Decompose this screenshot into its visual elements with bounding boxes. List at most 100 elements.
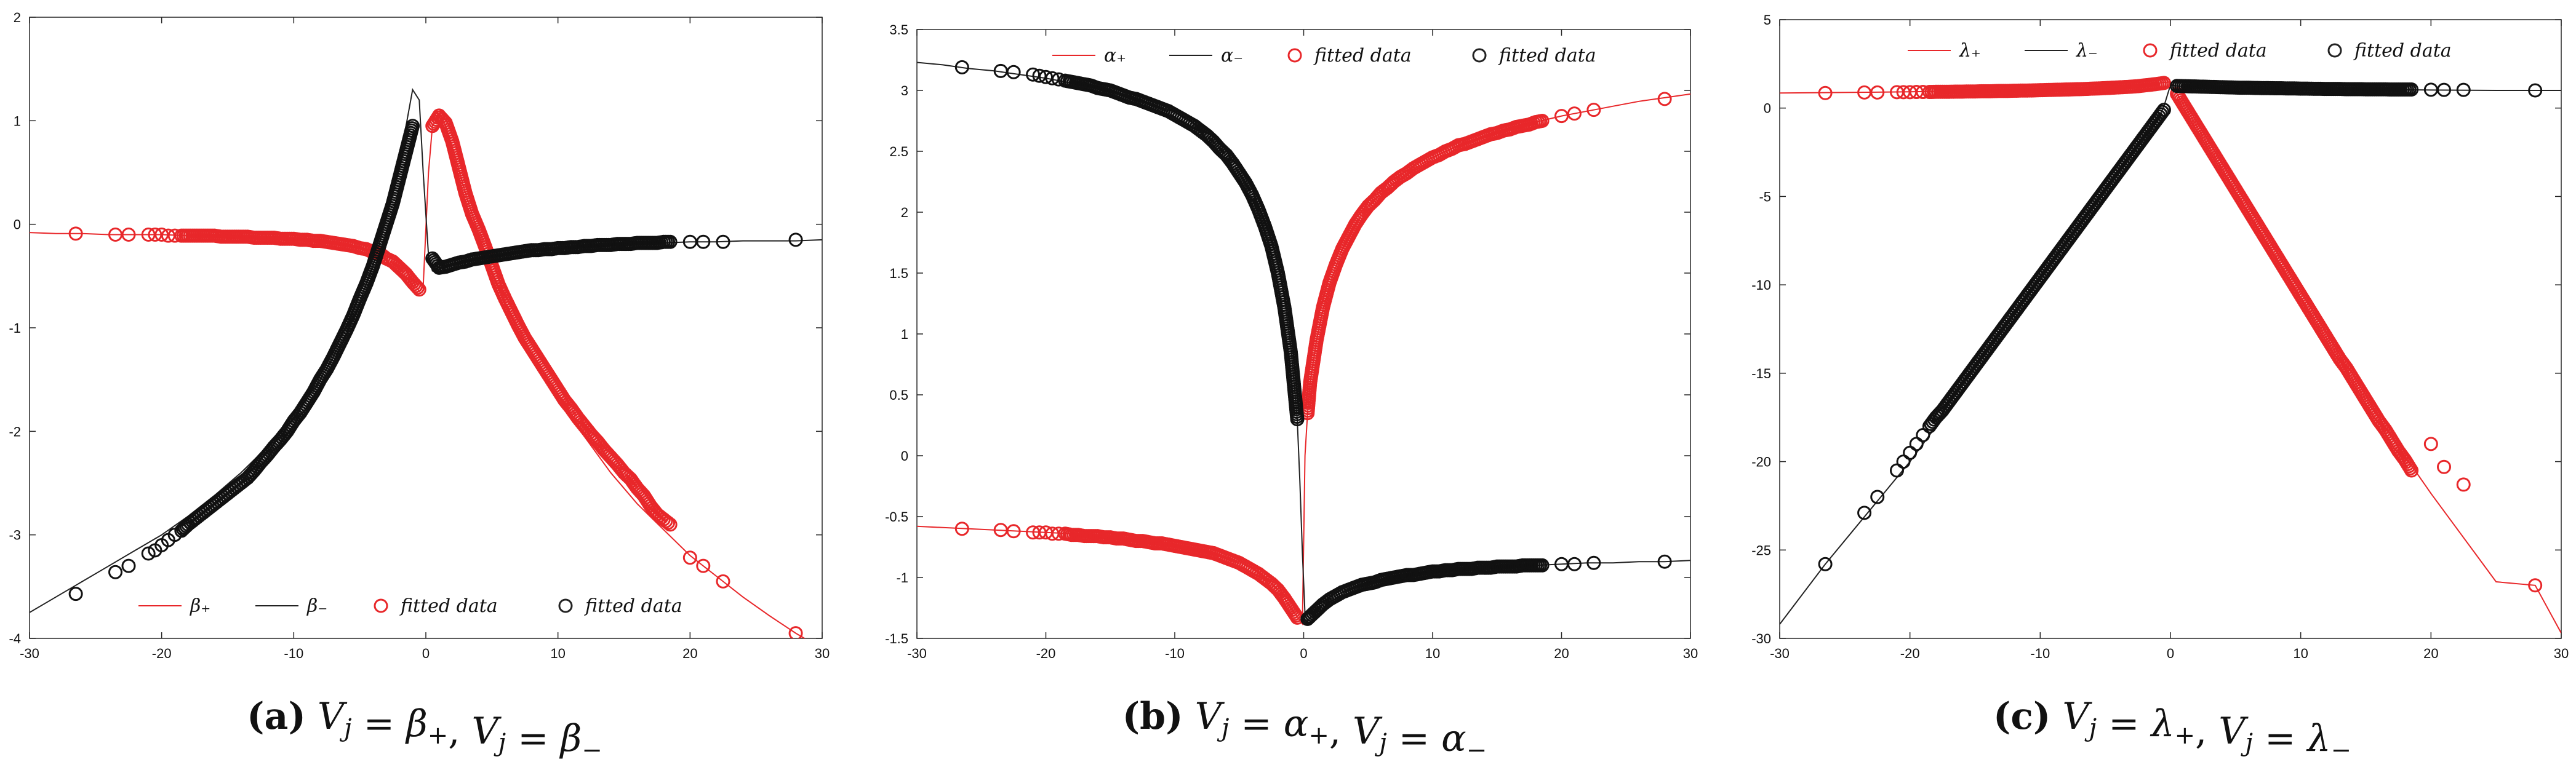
fitted-red-marker	[1586, 103, 1601, 117]
y-tick-label: 0	[901, 448, 908, 464]
fitted-black-marker	[1870, 490, 1885, 504]
y-tick-label: 0	[14, 217, 21, 232]
fitted-red-marker	[121, 228, 136, 242]
fitted-red-marker	[2437, 459, 2451, 474]
fitted-black-marker-fill	[614, 237, 629, 252]
fitted-black-marker-fill	[2153, 107, 2168, 122]
fitted-red-marker	[954, 522, 969, 536]
legend-marker-swatch	[2143, 43, 2158, 58]
fitted-red-marker	[1657, 92, 1672, 106]
fitted-red-marker	[68, 226, 83, 241]
fitted-black-marker-fill	[621, 237, 636, 252]
fitted-black-marker	[1916, 427, 1930, 442]
fitted-black-marker	[716, 234, 730, 249]
fitted-red-marker-fill	[297, 232, 312, 247]
fitted-red-marker-fill	[231, 229, 246, 244]
fitted-red-marker	[154, 228, 169, 242]
fitted-black-marker	[1051, 72, 1066, 87]
x-tick-label: -10	[1165, 646, 1185, 661]
y-tick-label: -15	[1751, 366, 1771, 381]
y-tick-label: -1	[9, 320, 21, 336]
fitted-black-marker	[121, 558, 136, 573]
x-tick-label: -20	[1036, 646, 1056, 661]
legend-marker-swatch	[1287, 48, 1302, 63]
fitted-red-marker	[1818, 85, 1833, 100]
fitted-black-marker	[1909, 437, 1924, 451]
series-line-minus	[1780, 84, 2561, 625]
y-tick-label: -0.5	[885, 509, 908, 525]
fitted-black-marker	[1026, 67, 1041, 82]
fitted-red-marker	[148, 228, 162, 242]
fitted-red-marker-fill	[1287, 606, 1302, 621]
legend-label: fitted data	[584, 595, 682, 617]
x-tick-label: 10	[1425, 646, 1440, 661]
legend-marker-swatch	[1472, 48, 1487, 63]
y-tick-label: -20	[1751, 454, 1771, 470]
fitted-black-marker	[68, 587, 83, 601]
fitted-black-marker-fill	[535, 242, 550, 257]
series-line-plus	[917, 93, 1690, 626]
y-tick-label: -5	[1759, 189, 1771, 204]
y-tick-label: 5	[1764, 12, 1771, 28]
fitted-black-marker-fill	[562, 240, 577, 255]
y-tick-label: -2	[9, 424, 21, 439]
y-tick-label: 1	[14, 113, 21, 129]
fitted-black-marker-fill	[641, 236, 655, 250]
legend-marker-swatch	[2327, 43, 2342, 58]
fitted-black-marker	[1586, 555, 1601, 570]
fitted-black-marker-fill	[647, 236, 662, 250]
fitted-black-marker-fill	[568, 240, 583, 255]
fitted-black-marker-fill	[594, 237, 609, 252]
fitted-red-marker-fill	[658, 514, 673, 528]
legend: α₊ α₋ fitted data fitted data	[1052, 45, 1596, 66]
y-tick-label: -1.5	[885, 631, 908, 646]
y-tick-label: -10	[1751, 277, 1771, 293]
fitted-red-marker-fill	[265, 231, 279, 245]
fitted-red-marker-fill	[1533, 114, 1548, 129]
series-line-minus	[30, 88, 822, 613]
fitted-black-marker	[1032, 68, 1047, 83]
fitted-black-marker	[141, 546, 156, 561]
y-tick-label: -25	[1751, 542, 1771, 558]
y-tick-label: 3	[901, 83, 908, 98]
fitted-red-marker-fill	[238, 229, 253, 244]
chart-panel-c: -30 -20 -10 0 10 20 30 -30 -25 -20 -15 -10 -5 0 5 λ₊ λ₋ f…	[1751, 12, 2569, 762]
fitted-black-marker-fill	[405, 121, 420, 136]
legend-label: α₊	[1104, 45, 1126, 66]
panel-caption: (a) Vj = β+, Vj = β−	[247, 695, 602, 762]
x-tick-label: -10	[284, 646, 303, 661]
fitted-black-marker	[1567, 557, 1582, 571]
legend: λ₊ λ₋ fitted data fitted data	[1908, 40, 2452, 62]
fitted-red-marker	[716, 574, 730, 589]
series-line-plus	[30, 114, 806, 638]
y-tick-label: -3	[9, 528, 21, 543]
fitted-black-marker-fill	[654, 235, 669, 250]
x-tick-label: 20	[2423, 646, 2438, 661]
y-tick-label: -1	[896, 570, 908, 585]
legend-label: β₊	[190, 595, 210, 617]
fitted-black-marker	[788, 232, 803, 247]
x-tick-label: -20	[152, 646, 172, 661]
fitted-black-marker	[1857, 506, 1872, 520]
legend-label: α₋	[1221, 45, 1243, 66]
fitted-red-marker-fill	[407, 277, 422, 292]
fitted-black-marker-fill	[1290, 410, 1305, 424]
fitted-black-marker	[1903, 445, 1918, 460]
x-tick-label: -30	[1770, 646, 1790, 661]
fitted-red-marker	[1870, 85, 1885, 100]
x-tick-label: -30	[907, 646, 927, 661]
fitted-red-marker-fill	[410, 280, 425, 295]
x-tick-label: 10	[2293, 646, 2308, 661]
legend-label: fitted data	[2353, 40, 2452, 62]
legend-label: fitted data	[1498, 45, 1596, 66]
fitted-red-marker-fill	[304, 233, 319, 248]
legend: β₊ β₋ fitted data fitted data	[138, 595, 682, 617]
legend-label: β₋	[306, 595, 327, 617]
fitted-red-marker-fill	[284, 231, 299, 246]
fitted-red-marker	[696, 558, 711, 573]
plot-area	[917, 60, 1690, 626]
fitted-red-marker-fill	[2402, 461, 2417, 475]
panel-caption: (b) Vj = α+, Vj = α−	[1122, 695, 1487, 762]
fitted-black-marker	[1045, 71, 1060, 85]
